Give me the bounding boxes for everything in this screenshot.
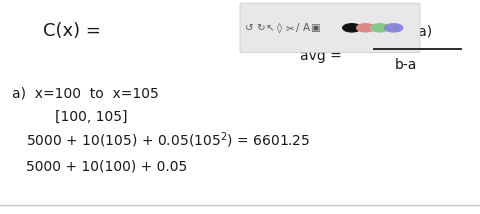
Circle shape xyxy=(384,24,403,32)
Text: /: / xyxy=(296,23,300,33)
Text: a)  x=100  to  x=105: a) x=100 to x=105 xyxy=(12,86,159,100)
Text: C(x) =: C(x) = xyxy=(43,22,101,40)
Text: A: A xyxy=(303,23,310,33)
Circle shape xyxy=(343,24,361,32)
Text: ▣: ▣ xyxy=(311,23,320,33)
Text: ↺: ↺ xyxy=(245,23,254,33)
Text: ✂: ✂ xyxy=(285,23,294,33)
Text: ◊: ◊ xyxy=(277,23,282,33)
Text: ↖: ↖ xyxy=(266,23,275,33)
Text: ↻: ↻ xyxy=(256,23,265,33)
Text: 5000 + 10(105) + 0.05(105$^2$) = 6601.25: 5000 + 10(105) + 0.05(105$^2$) = 6601.25 xyxy=(26,130,310,150)
Text: f(b)-f(a): f(b)-f(a) xyxy=(379,24,432,38)
Text: avg =: avg = xyxy=(300,49,342,63)
Text: b-a: b-a xyxy=(395,58,417,72)
FancyBboxPatch shape xyxy=(240,3,420,52)
Text: 5000 + 10(100) + 0.05: 5000 + 10(100) + 0.05 xyxy=(26,160,188,174)
Circle shape xyxy=(371,24,389,32)
Circle shape xyxy=(357,24,375,32)
Text: [100, 105]: [100, 105] xyxy=(55,110,128,124)
